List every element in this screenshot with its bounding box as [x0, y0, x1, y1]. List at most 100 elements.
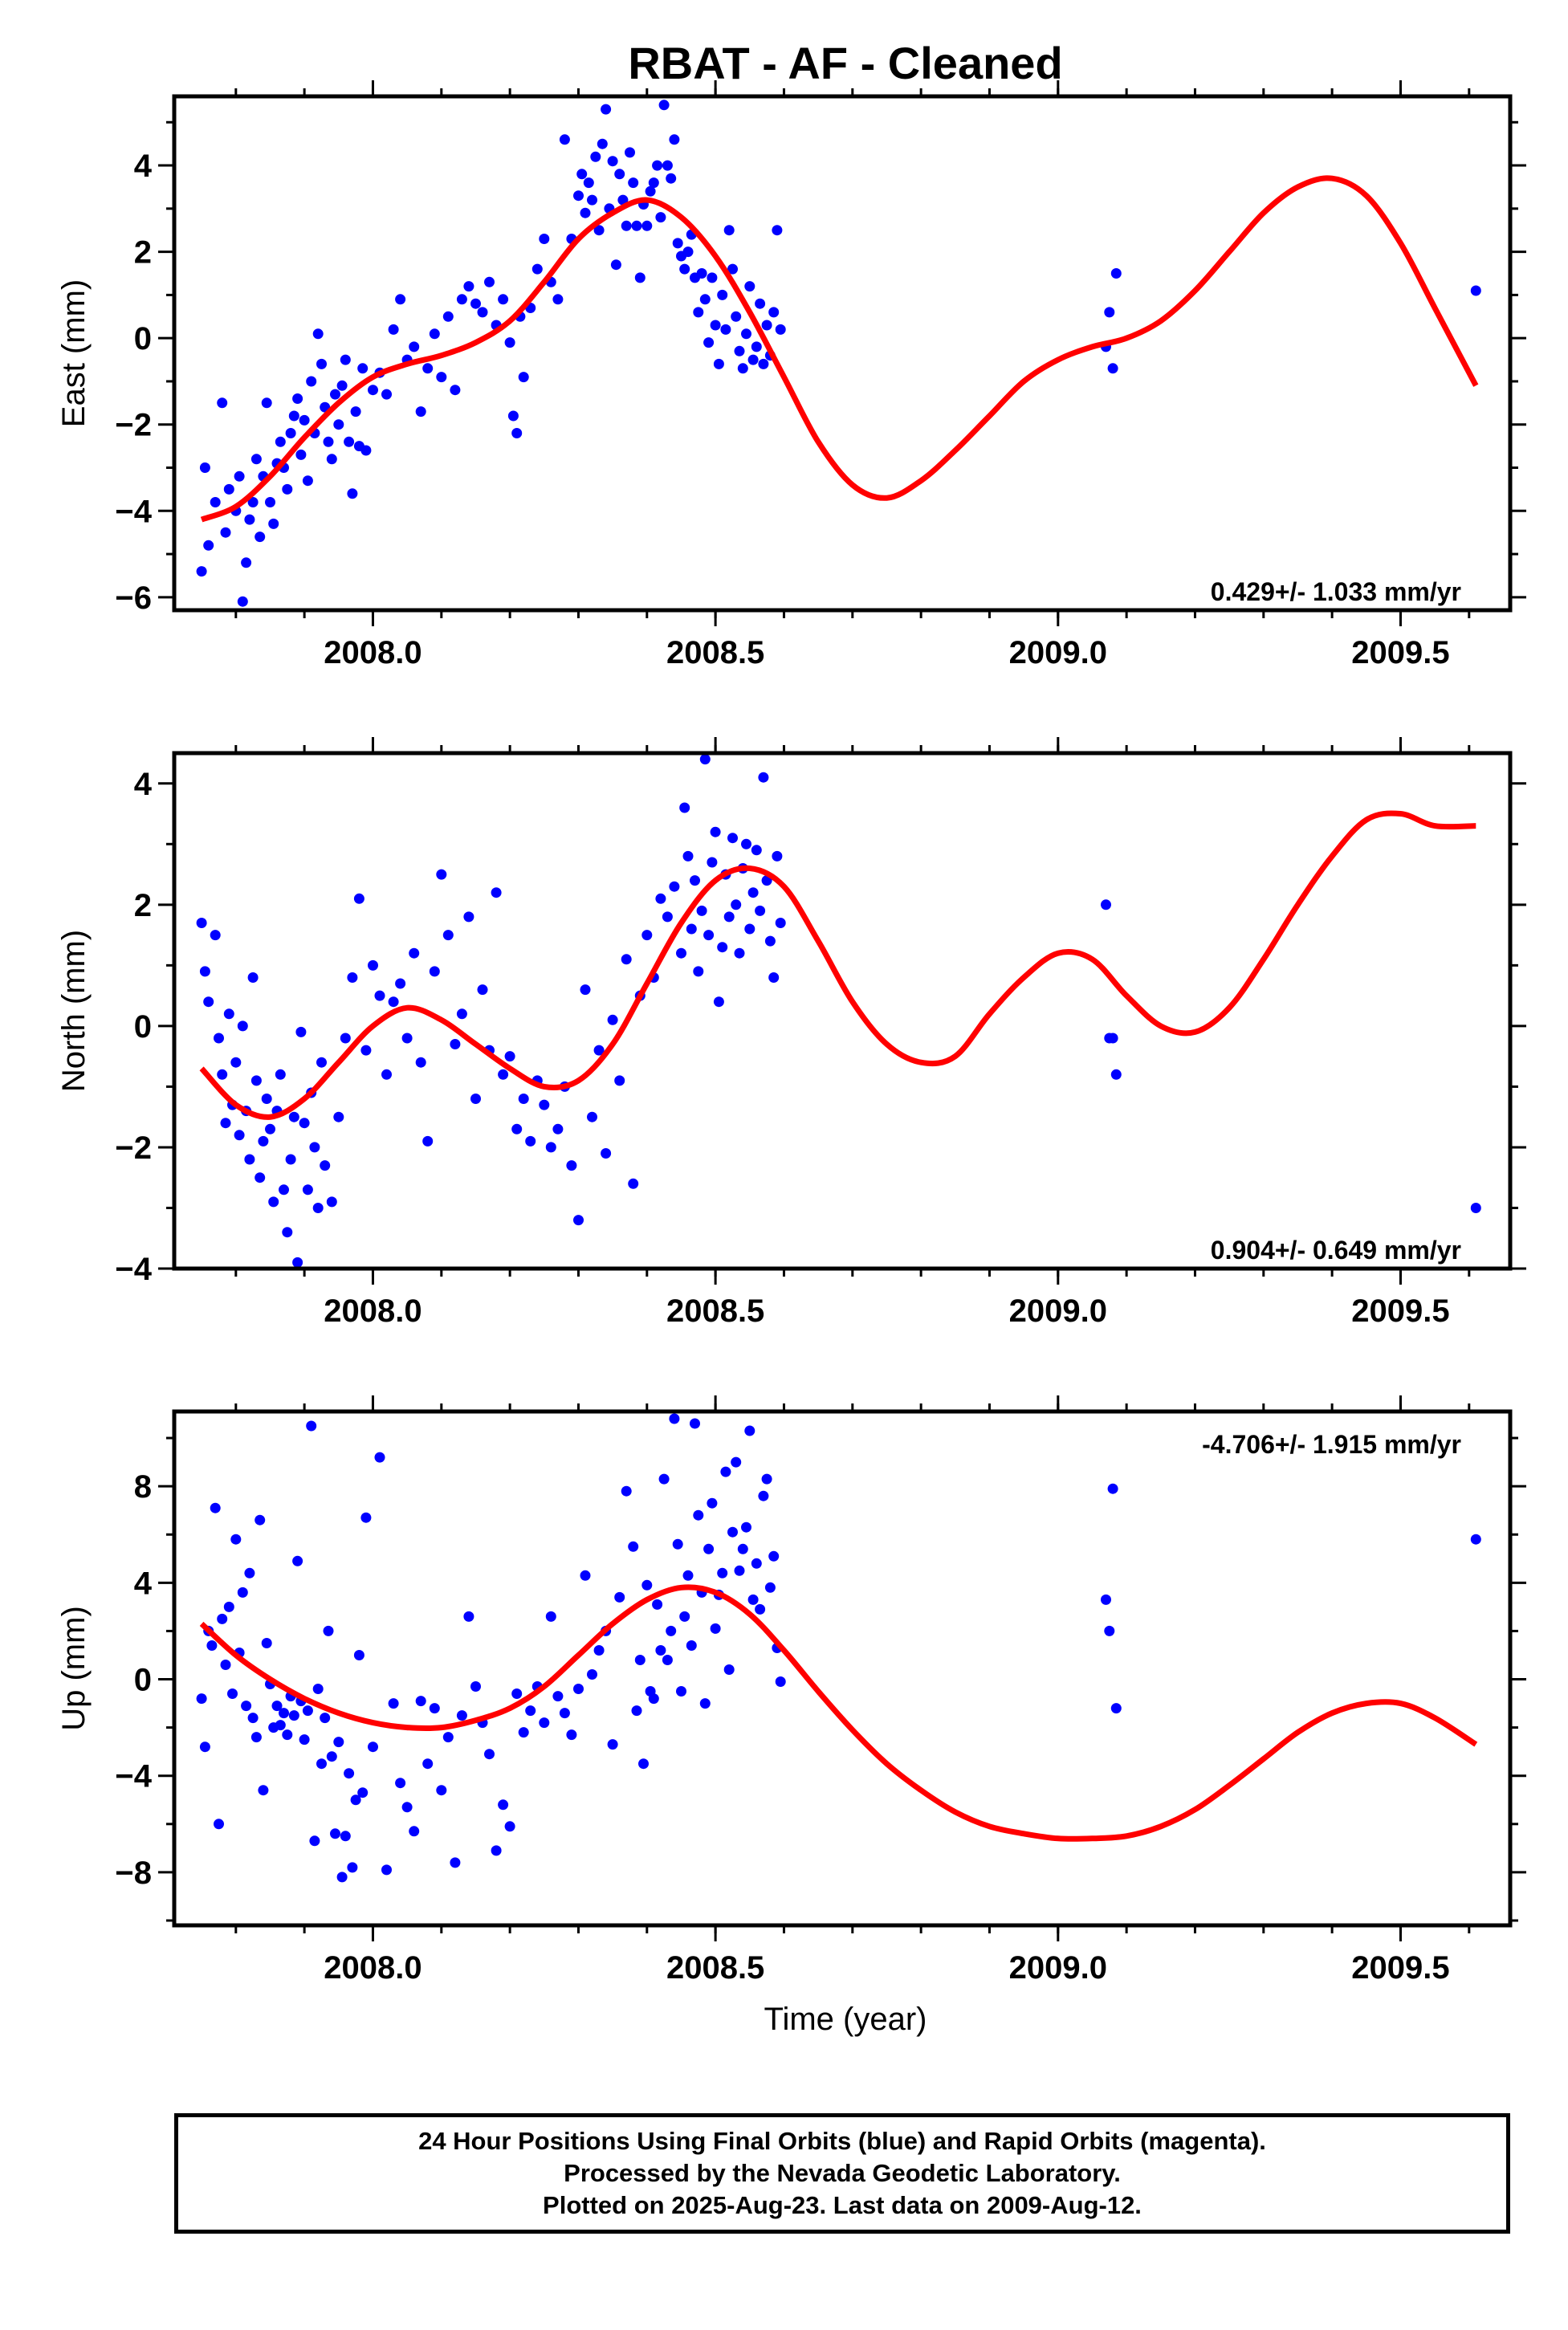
north-data-point — [731, 899, 742, 910]
up-data-point — [261, 1638, 272, 1648]
up-data-point — [693, 1509, 704, 1521]
north-data-point — [655, 893, 666, 904]
up-data-point — [628, 1541, 639, 1552]
north-data-point — [320, 1160, 331, 1171]
east-fit-curve — [200, 175, 1479, 523]
up-data-point — [518, 1727, 529, 1738]
north-data-point — [333, 1111, 344, 1122]
north-data-point — [203, 996, 214, 1008]
east-data-point — [597, 138, 608, 149]
east-data-point — [470, 298, 481, 309]
footer-line-3: Plotted on 2025-Aug-23. Last data on 200… — [543, 2191, 1142, 2219]
north-data-point — [593, 1045, 605, 1056]
up-data-point — [279, 1708, 289, 1719]
north-data-point — [255, 1172, 266, 1183]
north-data-point — [234, 1130, 245, 1141]
east-data-point — [707, 272, 718, 283]
up-data-point — [652, 1599, 663, 1610]
east-data-point — [720, 324, 731, 335]
north-data-point — [265, 1123, 275, 1134]
east-data-point — [699, 294, 711, 305]
up-data-point — [275, 1720, 286, 1731]
north-data-point — [566, 1160, 577, 1171]
up-data-point — [227, 1688, 238, 1699]
east-data-point — [693, 307, 704, 318]
east-data-point — [1470, 285, 1481, 296]
up-data-point — [220, 1660, 231, 1670]
north-data-point — [244, 1154, 255, 1165]
up-data-point — [288, 1710, 299, 1721]
chart-title: RBAT - AF - Cleaned — [628, 38, 1062, 88]
up-data-point — [230, 1534, 242, 1545]
north-data-point — [470, 1094, 481, 1104]
east-data-point — [672, 238, 683, 249]
up-data-point — [237, 1587, 248, 1598]
north-data-point — [539, 1099, 550, 1110]
north-data-point — [247, 972, 259, 983]
up-data-point — [710, 1623, 721, 1634]
east-data-point — [409, 341, 420, 352]
east-data-point — [1107, 363, 1118, 374]
up-data-point — [199, 1741, 210, 1753]
east-data-point — [223, 483, 234, 495]
north-data-point — [261, 1094, 272, 1104]
north-data-point — [220, 1118, 231, 1129]
north-data-point — [456, 1008, 467, 1020]
up-data-point — [312, 1684, 324, 1694]
up-data-point — [768, 1550, 780, 1562]
up-data-point — [401, 1802, 413, 1813]
east-rate-text: 0.429+/- 1.033 mm/yr — [1211, 577, 1461, 606]
up-data-point — [258, 1785, 269, 1796]
north-data-point — [268, 1196, 279, 1208]
north-data-point — [1107, 1033, 1118, 1044]
north-data-point — [669, 881, 680, 892]
north-data-point — [237, 1020, 248, 1032]
north-data-point — [450, 1039, 461, 1049]
north-data-point — [415, 1057, 426, 1068]
up-data-point — [456, 1710, 467, 1721]
east-data-point — [755, 298, 766, 309]
up-data-point — [360, 1512, 372, 1523]
up-data-point — [395, 1778, 406, 1789]
north-data-point — [275, 1069, 286, 1080]
north-data-point — [686, 923, 697, 935]
east-data-point — [775, 324, 786, 335]
east-data-point — [330, 389, 340, 400]
east-data-point — [552, 294, 564, 305]
up-data-point — [707, 1497, 718, 1509]
north-data-point — [723, 911, 735, 923]
north-data-point — [775, 918, 786, 928]
east-data-point — [1110, 268, 1122, 279]
up-data-point — [744, 1425, 755, 1436]
north-data-point — [679, 802, 690, 813]
east-data-point — [727, 263, 738, 275]
north-data-point — [699, 754, 711, 765]
up-x-tick-label: 2009.0 — [1009, 1950, 1107, 1986]
up-data-point — [1107, 1483, 1118, 1494]
east-data-point — [326, 454, 337, 465]
up-data-point — [450, 1857, 461, 1868]
up-data-point — [217, 1613, 228, 1624]
east-data-point — [614, 169, 625, 180]
up-data-point — [761, 1473, 772, 1485]
east-data-point — [388, 324, 399, 335]
north-y-tick-label: 2 — [134, 888, 152, 923]
east-data-point — [666, 173, 677, 184]
north-data-point — [210, 930, 221, 941]
up-data-point — [344, 1768, 355, 1779]
up-data-point — [320, 1713, 331, 1724]
east-data-point — [768, 307, 780, 318]
east-data-point — [744, 281, 755, 292]
north-data-point — [741, 838, 751, 849]
up-data-point — [669, 1413, 680, 1424]
east-data-point — [583, 177, 594, 189]
up-data-point — [758, 1490, 769, 1501]
north-data-point — [381, 1069, 392, 1080]
north-y-axis-label: North (mm) — [56, 930, 92, 1092]
north-data-point — [295, 1026, 307, 1037]
up-data-point — [415, 1696, 426, 1707]
north-data-point — [764, 935, 776, 947]
up-data-point — [658, 1473, 670, 1485]
east-y-tick-label: 4 — [134, 149, 153, 184]
north-data-point — [1101, 899, 1111, 910]
